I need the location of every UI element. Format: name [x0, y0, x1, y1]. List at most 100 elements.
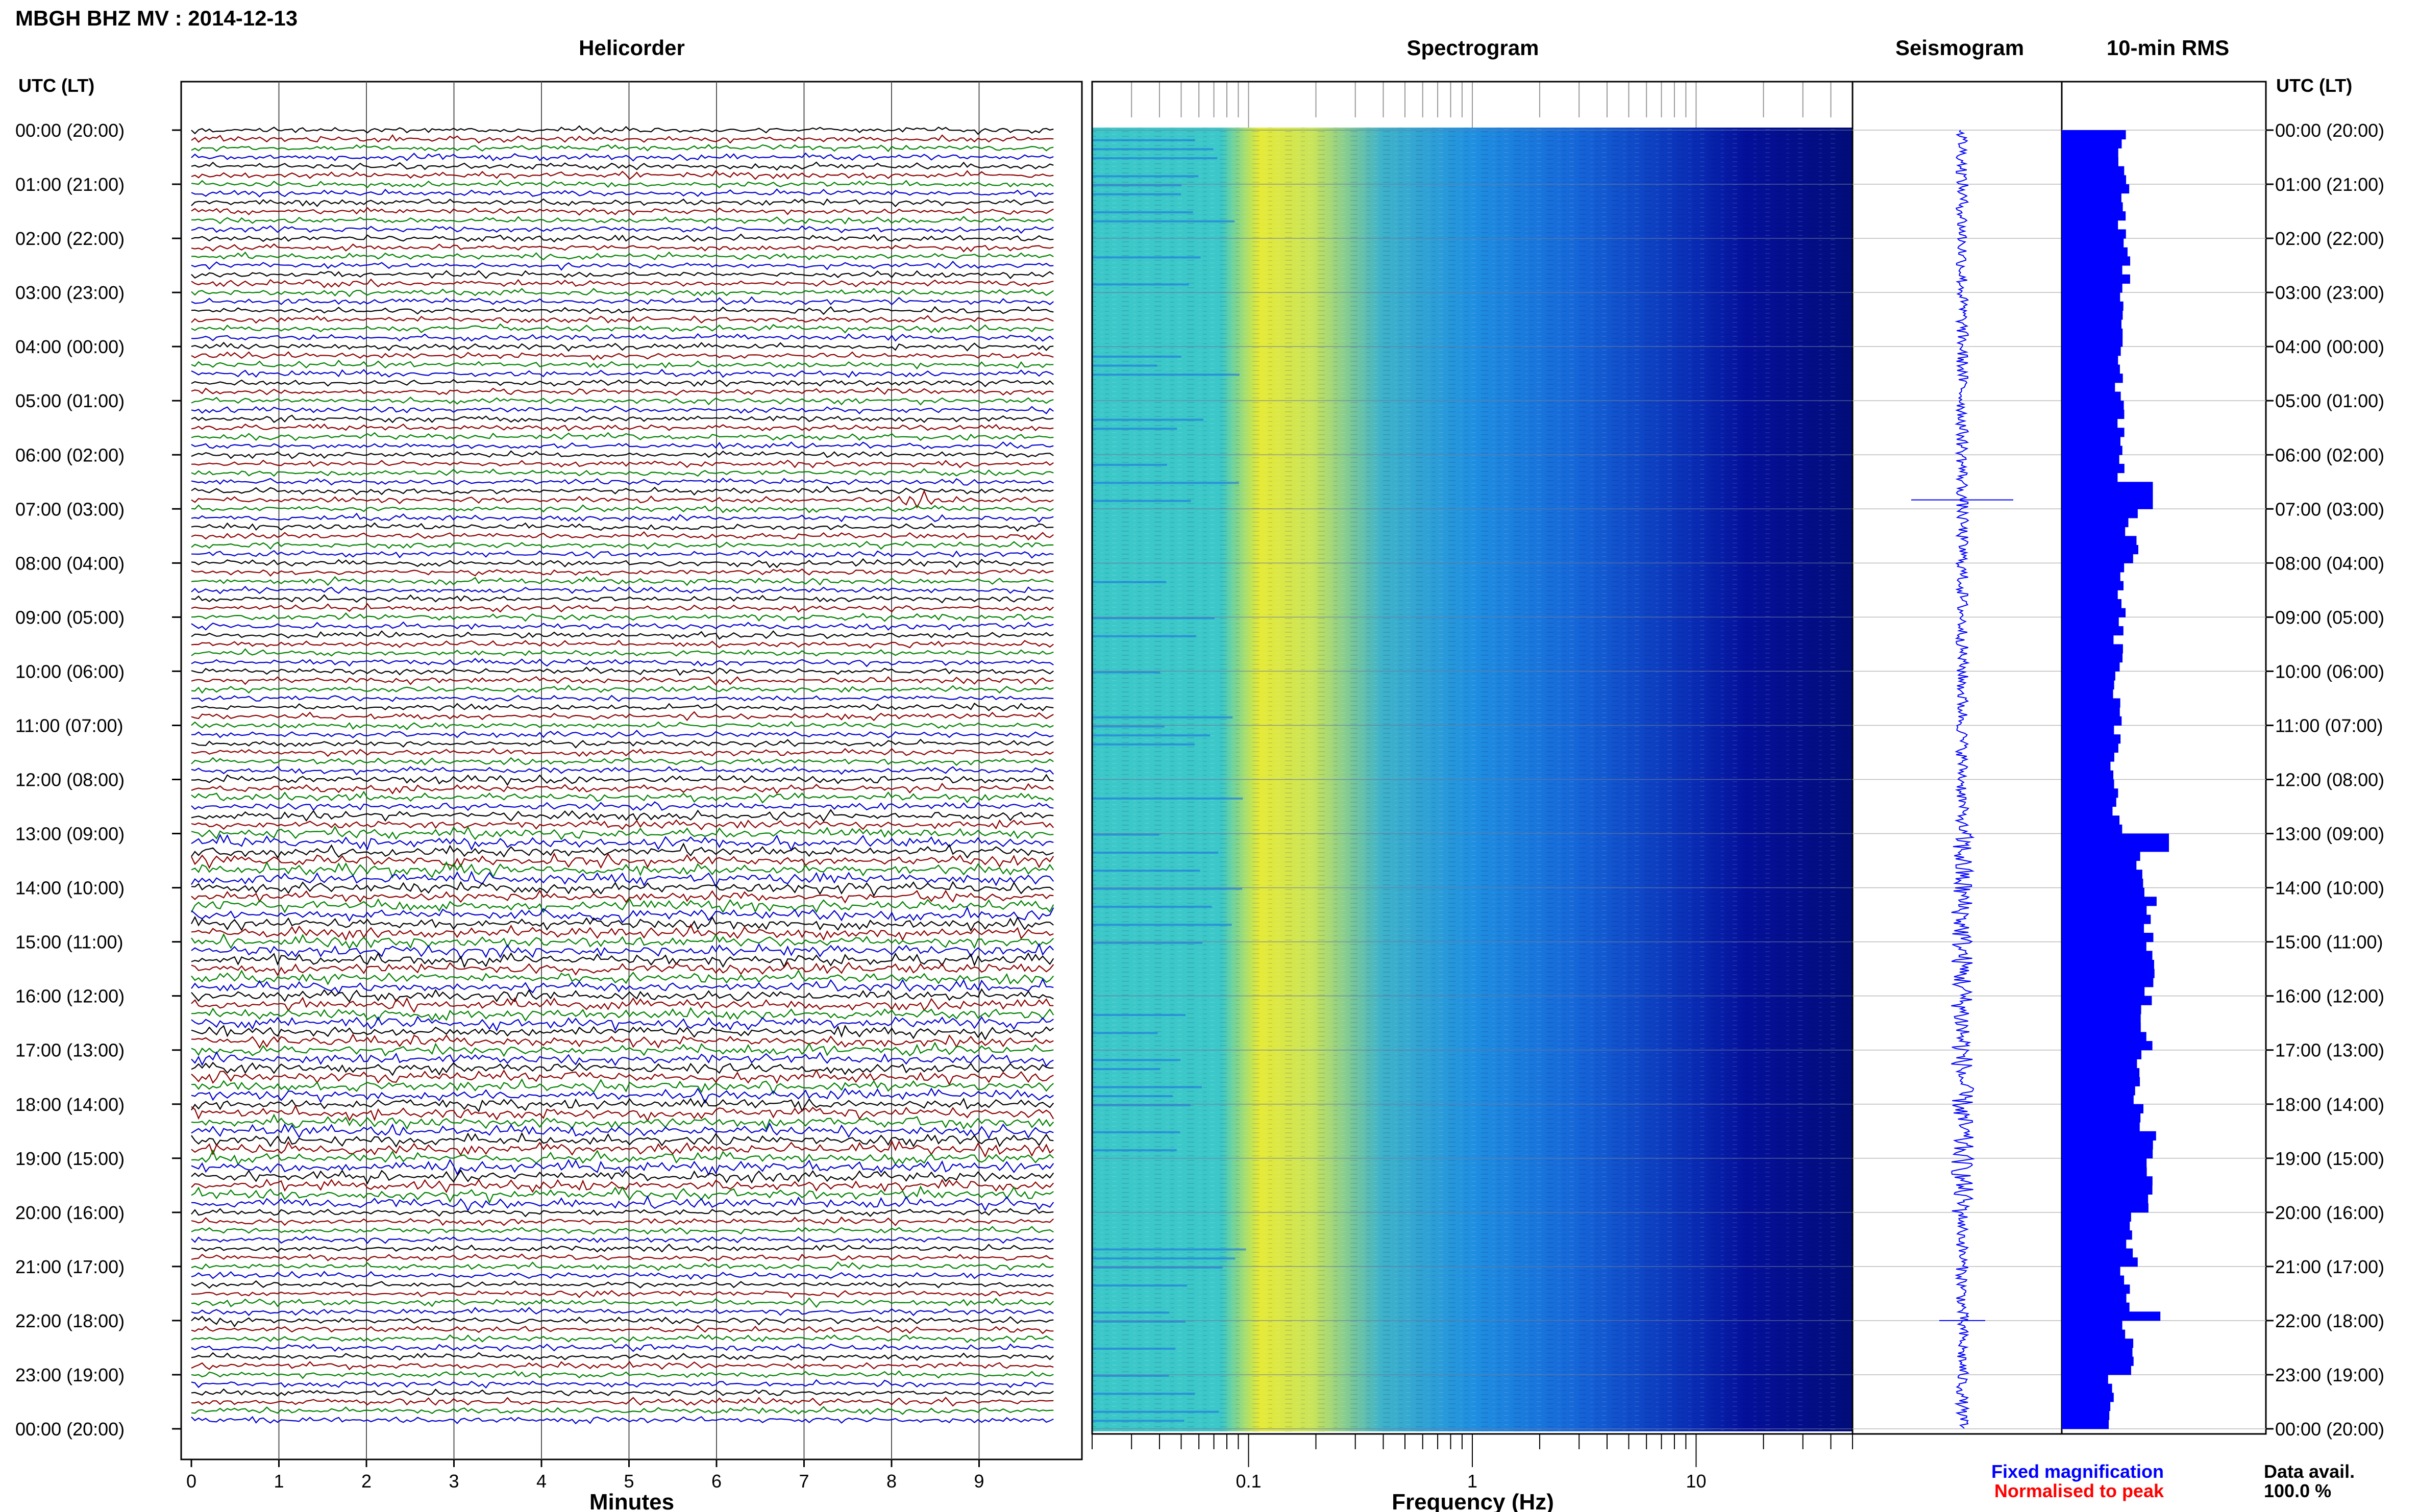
- rms-bar: [2062, 905, 2147, 915]
- hour-label-right: 05:00 (01:00): [2275, 390, 2384, 411]
- helicorder-trace: [191, 730, 1054, 738]
- helicorder-trace: [191, 871, 1054, 888]
- rms-bar: [2062, 1113, 2141, 1123]
- rms-bar: [2062, 193, 2121, 203]
- helicorder-trace: [191, 1226, 1054, 1235]
- data-avail-value: 100.0 %: [2264, 1480, 2331, 1501]
- rms-bar: [2062, 1401, 2111, 1411]
- helicorder-trace: [191, 1388, 1054, 1397]
- hour-label-right: 23:00 (19:00): [2275, 1365, 2384, 1385]
- helicorder-trace: [191, 161, 1054, 171]
- hour-label-left: 14:00 (10:00): [15, 878, 125, 899]
- spectrogram-stripe: [1092, 1131, 1180, 1133]
- spectrogram-stripe: [1092, 1420, 1184, 1422]
- spectrogram-stripe: [1092, 671, 1161, 674]
- helicorder-trace: [191, 1316, 1054, 1328]
- helicorder-trace: [191, 711, 1054, 722]
- helicorder-tick-label: 5: [624, 1471, 634, 1492]
- spectrogram-tick-label: 0.1: [1236, 1471, 1261, 1492]
- rms-bar: [2062, 1176, 2153, 1186]
- helicorder-trace: [191, 396, 1054, 406]
- helicorder-trace: [191, 207, 1054, 216]
- helicorder-trace: [191, 988, 1054, 1003]
- helicorder-trace: [191, 738, 1054, 749]
- rms-bar: [2062, 139, 2122, 148]
- helicorder-trace: [191, 414, 1054, 424]
- spectrogram-stripe: [1092, 211, 1193, 214]
- helicorder-tick-label: 0: [186, 1471, 196, 1492]
- helicorder-trace: [191, 666, 1054, 676]
- rms-bar: [2062, 1077, 2140, 1086]
- helicorder-trace: [191, 1195, 1054, 1212]
- hour-label-left: 01:00 (21:00): [15, 174, 125, 195]
- rms-bar: [2062, 932, 2154, 943]
- helicorder-trace: [191, 833, 1054, 852]
- spectrogram-stripe: [1092, 797, 1243, 800]
- helicorder-trace: [191, 1306, 1054, 1317]
- helicorder-trace: [191, 801, 1054, 811]
- helicorder-trace: [191, 576, 1054, 586]
- spectrogram-stripe: [1092, 364, 1157, 367]
- helicorder-trace: [191, 1069, 1054, 1086]
- spectrogram-stripe: [1092, 1284, 1188, 1287]
- helicorder-trace: [191, 188, 1054, 198]
- spectrogram-stripe: [1092, 1032, 1158, 1034]
- helicorder-trace: [191, 1325, 1054, 1334]
- rms-bar: [2062, 202, 2123, 212]
- rms-bar: [2062, 256, 2131, 266]
- rms-bar: [2062, 157, 2118, 167]
- rms-bar: [2062, 346, 2121, 356]
- helicorder-trace: [191, 1216, 1054, 1226]
- rms-bar: [2062, 563, 2125, 573]
- helicorder-trace: [191, 648, 1054, 657]
- rms-bar: [2062, 725, 2114, 735]
- spectrogram-stripe: [1092, 1257, 1236, 1260]
- helicorder-trace: [191, 1360, 1054, 1371]
- rms-bar: [2062, 554, 2133, 563]
- spectrogram-stripe: [1092, 887, 1243, 890]
- rms-bar: [2062, 1239, 2127, 1249]
- rms-bar: [2062, 833, 2169, 843]
- helicorder-trace: [191, 225, 1054, 234]
- helicorder-trace: [191, 323, 1054, 334]
- rms-bar: [2062, 1194, 2149, 1204]
- helicorder-trace: [191, 889, 1054, 904]
- spectrogram-stripe: [1092, 1374, 1169, 1377]
- helicorder-trace: [191, 676, 1054, 686]
- spectrogram-stripe: [1092, 635, 1197, 637]
- rms-bar: [2062, 1104, 2143, 1113]
- spectrogram-stripe: [1092, 418, 1203, 421]
- rms-bar: [2062, 1050, 2142, 1059]
- hour-label-left: 18:00 (14:00): [15, 1094, 125, 1115]
- spectrogram-stripe: [1092, 725, 1165, 728]
- seismogram-trace: [1951, 130, 1975, 1429]
- rms-bar: [2062, 319, 2121, 329]
- helicorder-trace: [191, 489, 1054, 509]
- hour-label-left: 17:00 (13:00): [15, 1040, 125, 1061]
- helicorder-trace: [191, 757, 1054, 766]
- hour-label-right: 11:00 (07:00): [2275, 715, 2383, 736]
- spectrogram-stripe: [1092, 500, 1191, 502]
- helicorder-trace: [191, 1379, 1054, 1389]
- rms-bar: [2062, 815, 2120, 825]
- helicorder-trace: [191, 594, 1054, 604]
- rms-bar: [2062, 1266, 2120, 1276]
- helicorder-trace: [191, 379, 1054, 387]
- helicorder-title: Helicorder: [579, 36, 685, 60]
- helicorder-trace: [191, 341, 1054, 352]
- rms-bar: [2062, 599, 2121, 609]
- helicorder-trace: [191, 333, 1054, 342]
- helicorder-trace: [191, 152, 1054, 162]
- helicorder-trace: [191, 1244, 1054, 1253]
- hour-label-left: 08:00 (04:00): [15, 553, 125, 574]
- rms-bar: [2062, 382, 2115, 392]
- right-axis-title: UTC (LT): [2276, 75, 2352, 96]
- helicorder-trace: [191, 809, 1054, 822]
- hour-label-left: 22:00 (18:00): [15, 1310, 125, 1331]
- helicorder-trace: [191, 558, 1054, 568]
- rms-bar: [2062, 301, 2124, 311]
- helicorder-trace: [191, 621, 1054, 631]
- helicorder-trace: [191, 766, 1054, 776]
- rms-bar: [2062, 238, 2124, 248]
- hour-label-right: 02:00 (22:00): [2275, 228, 2384, 249]
